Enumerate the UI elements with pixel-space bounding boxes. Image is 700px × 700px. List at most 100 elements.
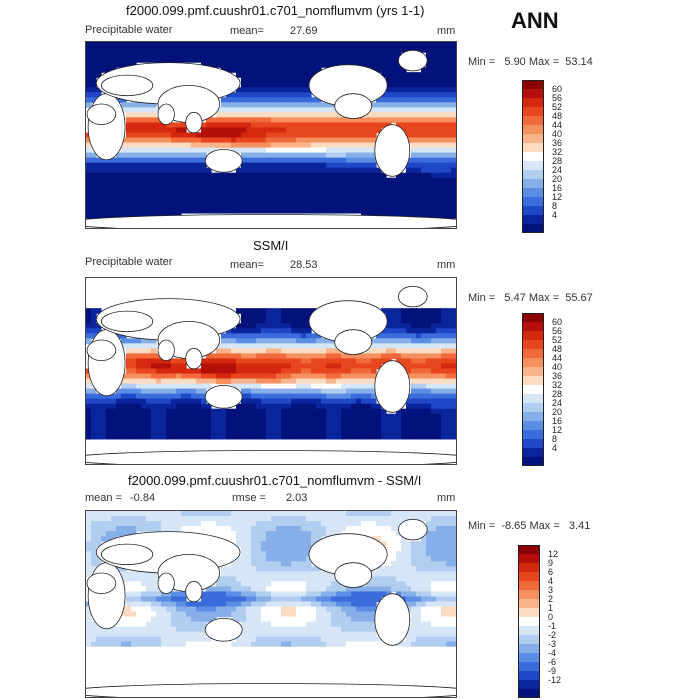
field-cell bbox=[376, 102, 382, 108]
field-cell bbox=[286, 601, 292, 608]
field-cell bbox=[261, 353, 267, 360]
field-cell bbox=[421, 142, 427, 149]
field-cell bbox=[251, 546, 257, 552]
field-cell bbox=[281, 621, 287, 628]
field-cell bbox=[296, 187, 302, 194]
field-cell bbox=[446, 358, 452, 365]
field-cell bbox=[251, 132, 257, 139]
field-cell bbox=[301, 97, 307, 103]
field-cell bbox=[416, 72, 422, 78]
field-cell bbox=[316, 147, 322, 154]
field-cell bbox=[136, 197, 142, 204]
field-cell bbox=[231, 92, 237, 98]
field-cell bbox=[226, 177, 232, 184]
field-cell bbox=[386, 97, 392, 103]
field-cell bbox=[171, 413, 177, 420]
field-cell bbox=[296, 423, 302, 430]
field-cell bbox=[366, 182, 372, 189]
field-cell bbox=[301, 137, 307, 144]
field-cell bbox=[171, 521, 177, 527]
field-cell bbox=[446, 433, 452, 440]
field-cell bbox=[186, 162, 192, 169]
field-cell bbox=[441, 177, 447, 184]
field-cell bbox=[246, 621, 252, 628]
field-cell bbox=[311, 591, 317, 598]
field-cell bbox=[266, 516, 272, 522]
field-cell bbox=[276, 107, 282, 113]
field-cell bbox=[366, 423, 372, 430]
field-cell bbox=[356, 418, 362, 425]
field-cell bbox=[446, 82, 452, 88]
field-cell bbox=[266, 122, 272, 129]
field-cell bbox=[426, 323, 432, 329]
field-cell bbox=[366, 52, 372, 58]
field-cell bbox=[151, 418, 157, 425]
field-cell bbox=[221, 47, 227, 53]
field-cell bbox=[436, 197, 442, 204]
field-cell bbox=[406, 187, 412, 194]
field-cell bbox=[151, 47, 157, 53]
field-cell bbox=[146, 127, 152, 134]
field-cell bbox=[426, 393, 432, 400]
field-cell bbox=[356, 621, 362, 628]
field-cell bbox=[141, 152, 147, 159]
field-cell bbox=[376, 586, 382, 593]
field-cell bbox=[351, 202, 357, 209]
field-cell bbox=[416, 353, 422, 360]
field-cell bbox=[216, 423, 222, 430]
field-cell bbox=[336, 626, 342, 633]
field-cell bbox=[306, 636, 312, 643]
field-cell bbox=[301, 378, 307, 385]
field-cell bbox=[316, 152, 322, 159]
field-cell bbox=[251, 601, 257, 608]
field-cell bbox=[131, 207, 137, 214]
field-cell bbox=[411, 97, 417, 103]
field-cell bbox=[271, 313, 277, 319]
field-cell bbox=[286, 358, 292, 365]
field-cell bbox=[221, 378, 227, 385]
field-cell bbox=[291, 167, 297, 174]
field-cell bbox=[301, 207, 307, 214]
field-cell bbox=[346, 192, 352, 199]
field-cell bbox=[381, 433, 387, 440]
field-cell bbox=[286, 57, 292, 63]
field-cell bbox=[341, 526, 347, 532]
field-cell bbox=[451, 551, 456, 557]
field-cell bbox=[171, 418, 177, 425]
field-cell bbox=[401, 591, 407, 598]
field-cell bbox=[121, 378, 127, 385]
field-cell bbox=[306, 62, 312, 68]
field-cell bbox=[321, 122, 327, 129]
field-cell bbox=[336, 621, 342, 628]
field-cell bbox=[156, 631, 162, 638]
field-cell bbox=[196, 526, 202, 532]
field-cell bbox=[211, 47, 217, 53]
field-cell bbox=[451, 42, 456, 48]
field-cell bbox=[326, 167, 332, 174]
field-cell bbox=[96, 197, 102, 204]
field-cell bbox=[411, 338, 417, 344]
field-cell bbox=[226, 571, 232, 577]
field-cell bbox=[241, 137, 247, 144]
field-cell bbox=[231, 142, 237, 149]
field-cell bbox=[266, 531, 272, 537]
field-cell bbox=[451, 87, 456, 93]
field-cell bbox=[436, 343, 442, 349]
field-cell bbox=[111, 182, 117, 189]
land-mass bbox=[374, 124, 411, 177]
field-cell bbox=[276, 536, 282, 542]
field-cell bbox=[326, 348, 332, 355]
field-cell bbox=[271, 388, 277, 395]
field-cell bbox=[276, 167, 282, 174]
field-cell bbox=[166, 393, 172, 400]
field-cell bbox=[146, 591, 152, 598]
field-cell bbox=[221, 122, 227, 129]
field-cell bbox=[211, 207, 217, 214]
field-cell bbox=[151, 348, 157, 355]
field-cell bbox=[251, 363, 257, 370]
field-cell bbox=[126, 343, 132, 349]
field-cell bbox=[186, 408, 192, 415]
field-cell bbox=[116, 202, 122, 209]
field-cell bbox=[101, 408, 107, 415]
field-cell bbox=[396, 97, 402, 103]
